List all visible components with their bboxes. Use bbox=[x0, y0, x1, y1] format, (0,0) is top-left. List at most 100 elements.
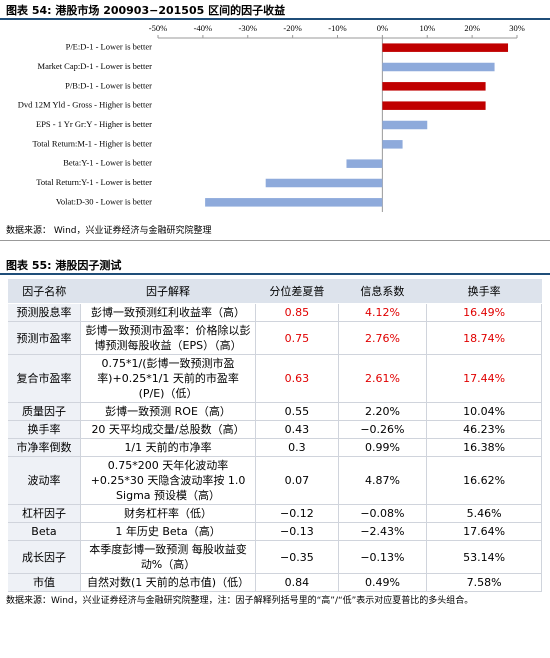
table-cell: −0.08% bbox=[338, 504, 428, 523]
bar bbox=[382, 140, 403, 149]
bar bbox=[382, 101, 486, 110]
table-cell: 质量因子 bbox=[8, 402, 81, 421]
table-cell: 0.84 bbox=[255, 573, 339, 592]
x-tick-label: -10% bbox=[328, 23, 346, 33]
x-tick-label: -50% bbox=[149, 23, 167, 33]
y-tick-label: P/E:D-1 - Lower is better bbox=[66, 42, 153, 52]
table-cell: 波动率 bbox=[8, 456, 81, 505]
table-row: 换手率 20 天平均成交量/总股数（高） 0.43 −0.26% 46.23% bbox=[8, 420, 542, 439]
spacer bbox=[0, 241, 550, 255]
table-cell: 换手率 bbox=[8, 420, 81, 439]
table-cell: 2.20% bbox=[338, 402, 428, 421]
header-row: 因子名称 因子解释 分位差夏普 信息系数 换手率 bbox=[8, 279, 542, 304]
x-tick-label: -30% bbox=[239, 23, 257, 33]
table-cell: 自然对数(1 天前的总市值)（低） bbox=[80, 573, 257, 592]
table-cell: 彭博一致预测 ROE（高） bbox=[80, 402, 257, 421]
table-cell: 4.12% bbox=[338, 303, 428, 322]
table-cell: 0.75*200 天年化波动率+0.25*30 天隐含波动率按 1.0 Sigm… bbox=[80, 456, 257, 505]
table-row: 杠杆因子 财务杠杆率（低） −0.12 −0.08% 5.46% bbox=[8, 504, 542, 523]
bar bbox=[265, 178, 383, 188]
header-cell: 换手率 bbox=[426, 279, 542, 304]
table-cell: 0.99% bbox=[338, 438, 428, 457]
y-tick-label: EPS - 1 Yr Gr:Y - Higher is better bbox=[36, 119, 152, 129]
table-row: Beta 1 年历史 Beta（高） −0.13 −2.43% 17.64% bbox=[8, 522, 542, 541]
table-cell: 5.46% bbox=[426, 504, 542, 523]
table-cell: 0.55 bbox=[255, 402, 339, 421]
table-cell: Beta bbox=[8, 522, 81, 541]
table-cell: 预测市盈率 bbox=[8, 321, 81, 355]
table-cell: −0.35 bbox=[255, 540, 339, 574]
table-cell: −0.13 bbox=[255, 522, 339, 541]
table-cell: 18.74% bbox=[426, 321, 542, 355]
x-tick-label: 30% bbox=[509, 23, 525, 33]
table-cell: 7.58% bbox=[426, 573, 542, 592]
table-cell: −0.12 bbox=[255, 504, 339, 523]
y-tick-label: Total Return:M-1 - Higher is better bbox=[32, 138, 152, 148]
figure-title: 图表 55: 港股因子测试 bbox=[0, 255, 550, 275]
table-cell: 彭博一致预测红利收益率（高） bbox=[80, 303, 257, 322]
x-tick-label: 20% bbox=[464, 23, 480, 33]
factor-table: 因子名称 因子解释 分位差夏普 信息系数 换手率 预测股息率 彭博一致预测红利收益率（高） 0… bbox=[8, 279, 542, 592]
table-cell: 16.49% bbox=[426, 303, 542, 322]
x-tick-label: -20% bbox=[283, 23, 301, 33]
bar bbox=[205, 198, 383, 207]
table-row: 预测股息率 彭博一致预测红利收益率（高） 0.85 4.12% 16.49% bbox=[8, 303, 542, 322]
table-cell: 杠杆因子 bbox=[8, 504, 81, 523]
table-row: 市值 自然对数(1 天前的总市值)（低） 0.84 0.49% 7.58% bbox=[8, 573, 542, 592]
note: 数据来源：Wind，兴业证券经济与金融研究院整理，注：因子解释列括号里的“高”/… bbox=[6, 596, 474, 606]
y-tick-label: Total Return:Y-1 - Lower is better bbox=[36, 177, 152, 187]
y-tick-label: Dvd 12M Yld - Gross - Higher is better bbox=[18, 100, 152, 110]
table-cell: 彭博一致预测市盈率：价格除以彭博预测每股收益（EPS）（高） bbox=[80, 321, 257, 355]
table-row: 预测市盈率 彭博一致预测市盈率：价格除以彭博预测每股收益（EPS）（高） 0.75 2… bbox=[8, 321, 542, 355]
figure-title: 图表 54: 港股市场 200903−201505 区间的因子收益 bbox=[0, 0, 550, 20]
y-tick-label: Volat:D-30 - Lower is better bbox=[56, 196, 152, 206]
table-cell: 0.49% bbox=[338, 573, 428, 592]
header-cell: 因子名称 bbox=[8, 279, 81, 304]
table-cell: 成长因子 bbox=[8, 540, 81, 574]
table-row: 市净率倒数 1/1 天前的市净率 0.3 0.99% 16.38% bbox=[8, 438, 542, 457]
table-cell: 0.85 bbox=[255, 303, 339, 322]
bar bbox=[382, 120, 428, 130]
table-row: 复合市盈率 0.75*1/(彭博一致预测市盈率)+0.25*1/1 天前的市盈率(… bbox=[8, 354, 542, 403]
table-cell: 17.44% bbox=[426, 354, 542, 403]
table-cell: 市净率倒数 bbox=[8, 438, 81, 457]
table-cell: 53.14% bbox=[426, 540, 542, 574]
x-tick-label: 0% bbox=[377, 23, 388, 33]
bar bbox=[382, 62, 495, 72]
bar bbox=[382, 82, 486, 91]
table-cell: 复合市盈率 bbox=[8, 354, 81, 403]
table-cell: 0.63 bbox=[255, 354, 339, 403]
y-tick-label: Market Cap:D-1 - Lower is better bbox=[38, 61, 153, 71]
table-cell: 财务杠杆率（低） bbox=[80, 504, 257, 523]
header-cell: 分位差夏普 bbox=[255, 279, 339, 304]
table-cell: 46.23% bbox=[426, 420, 542, 439]
table-cell: 0.43 bbox=[255, 420, 339, 439]
x-tick-label: 10% bbox=[419, 23, 435, 33]
table-cell: 10.04% bbox=[426, 402, 542, 421]
x-tick-label: -40% bbox=[194, 23, 212, 33]
table-cell: 1/1 天前的市净率 bbox=[80, 438, 257, 457]
table-row: 成长因子 本季度彭博一致预测 每股收益变动%（高） −0.35 −0.13% 53.14… bbox=[8, 540, 542, 574]
table-cell: 16.38% bbox=[426, 438, 542, 457]
table-row: 波动率 0.75*200 天年化波动率+0.25*30 天隐含波动率按 1.0 S… bbox=[8, 456, 542, 505]
table-cell: 1 年历史 Beta（高） bbox=[80, 522, 257, 541]
table-row: 质量因子 彭博一致预测 ROE（高） 0.55 2.20% 10.04% bbox=[8, 402, 542, 421]
bar bbox=[346, 159, 383, 168]
table-cell: 2.61% bbox=[338, 354, 428, 403]
y-tick-label: Beta:Y-1 - Lower is better bbox=[63, 158, 152, 168]
y-tick-label: P/B:D-1 - Lower is better bbox=[65, 80, 152, 90]
table-cell: 0.75 bbox=[255, 321, 339, 355]
table-cell: −0.26% bbox=[338, 420, 428, 439]
table-cell: 0.3 bbox=[255, 438, 339, 457]
chart: -50% -40% -30% -20% -10% 0% 10% 20% 30% P/E:D-1 -… bbox=[18, 23, 525, 212]
table-cell: 0.75*1/(彭博一致预测市盈率)+0.25*1/1 天前的市盈率(P/E)（… bbox=[80, 354, 257, 403]
table-cell: 本季度彭博一致预测 每股收益变动%（高） bbox=[80, 540, 257, 574]
table-cell: 20 天平均成交量/总股数（高） bbox=[80, 420, 257, 439]
header-cell: 信息系数 bbox=[338, 279, 427, 304]
bar bbox=[382, 43, 509, 52]
table-cell: −2.43% bbox=[338, 522, 428, 541]
header-cell: 因子解释 bbox=[80, 279, 256, 304]
table-cell: 16.62% bbox=[426, 456, 542, 505]
table-cell: 市值 bbox=[8, 573, 81, 592]
